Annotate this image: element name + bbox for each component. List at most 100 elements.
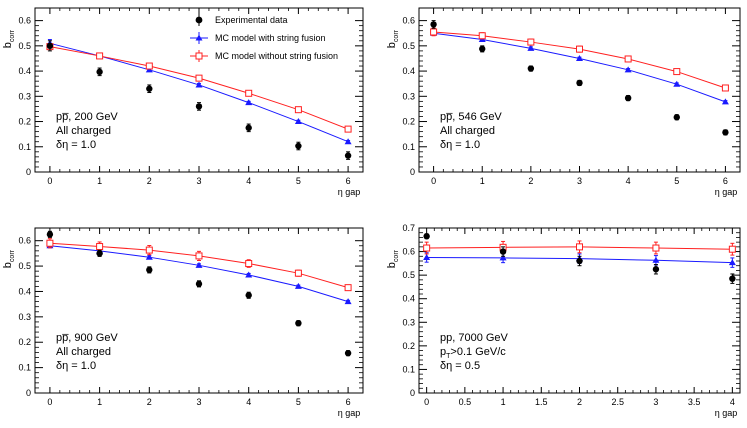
data-point (294, 269, 302, 277)
y-tick-label: 0.1 (402, 142, 415, 152)
x-tick-label: 2 (147, 397, 152, 407)
x-tick-label: 4 (246, 397, 251, 407)
data-point (479, 45, 486, 53)
data-point (728, 259, 736, 266)
data-point (96, 250, 103, 257)
x-tick-label: 3 (196, 397, 201, 407)
data-point (245, 292, 252, 299)
x-tick-label: 0 (431, 176, 436, 186)
x-tick-label: 5 (674, 176, 679, 186)
x-tick-label: 0.5 (459, 397, 472, 407)
data-point (245, 271, 253, 278)
panel-info-line: All charged (56, 125, 111, 137)
data-point (423, 233, 430, 240)
data-point (673, 114, 680, 121)
data-point (96, 68, 103, 76)
data-point (721, 98, 729, 105)
data-point (729, 275, 736, 282)
y-tick-label: 0.2 (18, 337, 31, 347)
data-point (195, 103, 203, 110)
data-point (344, 349, 352, 357)
x-tick-label: 1 (480, 176, 485, 186)
x-tick-label: 6 (723, 176, 728, 186)
data-point (527, 38, 535, 46)
x-tick-label: 2 (147, 176, 152, 186)
x-tick-label: 1 (97, 397, 102, 407)
series-experimental (46, 40, 352, 160)
x-tick-label: 2.5 (611, 397, 624, 407)
x-axis-label: η gap (338, 187, 361, 197)
x-tick-label: 6 (346, 176, 351, 186)
y-tick-label: 0.5 (18, 261, 31, 271)
legend-label: MC model with string fusion (215, 33, 326, 43)
y-tick-label: 0.2 (402, 341, 415, 351)
data-point (195, 261, 203, 268)
y-tick-label: 0.4 (402, 294, 415, 304)
y-tick-label: 0 (410, 167, 415, 177)
y-axis-label-main: b (386, 42, 398, 48)
data-point (96, 52, 104, 60)
y-tick-label: 0.3 (18, 312, 31, 322)
data-point (145, 62, 153, 70)
panel-info-line: δη = 1.0 (56, 139, 96, 151)
data-point (499, 254, 507, 261)
y-axis-label-main: b (386, 262, 398, 268)
y-axis-label: bcorr (386, 29, 400, 48)
data-point (722, 129, 729, 136)
y-axis-label: bcorr (2, 249, 16, 268)
data-point (576, 45, 583, 53)
y-tick-label: 0.1 (18, 363, 31, 373)
series-no-string-fusion (46, 43, 352, 133)
data-point (245, 89, 253, 97)
x-axis-label: η gap (338, 408, 361, 418)
data-point (576, 243, 583, 251)
series-no-string-fusion (423, 240, 736, 256)
legend-item-no-string-fusion: MC model without string fusion (190, 50, 338, 62)
y-axis-label: bcorr (386, 249, 400, 268)
data-point (294, 106, 302, 114)
series-no-string-fusion (46, 238, 352, 292)
legend-label: Experimental data (215, 15, 288, 25)
data-point (673, 80, 681, 87)
y-tick-label: 0.5 (402, 270, 415, 280)
data-point (652, 266, 660, 273)
y-tick-label: 0.1 (402, 364, 415, 374)
x-tick-label: 3.5 (688, 397, 701, 407)
data-point (576, 257, 583, 265)
data-point (146, 85, 153, 92)
x-tick-label: 1 (97, 176, 102, 186)
series-string-fusion (430, 29, 729, 105)
data-point (46, 231, 54, 238)
x-tick-label: 0 (47, 176, 52, 186)
x-tick-label: 1.5 (535, 397, 548, 407)
y-axis-label-sub: corr (393, 29, 400, 42)
x-tick-label: 2 (577, 397, 582, 407)
data-point (624, 94, 632, 102)
panel-info-line: pp̅, 546 GeV (440, 111, 502, 123)
y-tick-label: 0.3 (18, 91, 31, 101)
y-tick-label: 0.2 (18, 117, 31, 127)
y-tick-label: 0 (410, 388, 415, 398)
panel-info-line: pp, 7000 GeV (440, 332, 509, 344)
y-tick-label: 0.6 (402, 247, 415, 257)
panel-info-line: δη = 1.0 (56, 360, 96, 372)
data-point (721, 84, 729, 92)
y-tick-label: 0.6 (18, 16, 31, 26)
x-tick-label: 3 (196, 176, 201, 186)
panel-info-line: All charged (440, 125, 495, 137)
data-point (344, 138, 352, 145)
data-point (728, 245, 736, 253)
x-tick-label: 1 (501, 397, 506, 407)
data-point (673, 68, 681, 76)
x-tick-label: 4 (246, 176, 251, 186)
series-experimental (430, 20, 729, 136)
data-point (195, 252, 203, 260)
data-point (145, 253, 153, 260)
x-axis-label: η gap (715, 408, 738, 418)
data-point (195, 74, 203, 82)
legend-item-string-fusion: MC model with string fusion (190, 32, 326, 44)
legend-label: MC model without string fusion (215, 51, 338, 61)
data-point (423, 244, 431, 252)
x-tick-label: 3 (653, 397, 658, 407)
y-tick-label: 0 (26, 388, 31, 398)
